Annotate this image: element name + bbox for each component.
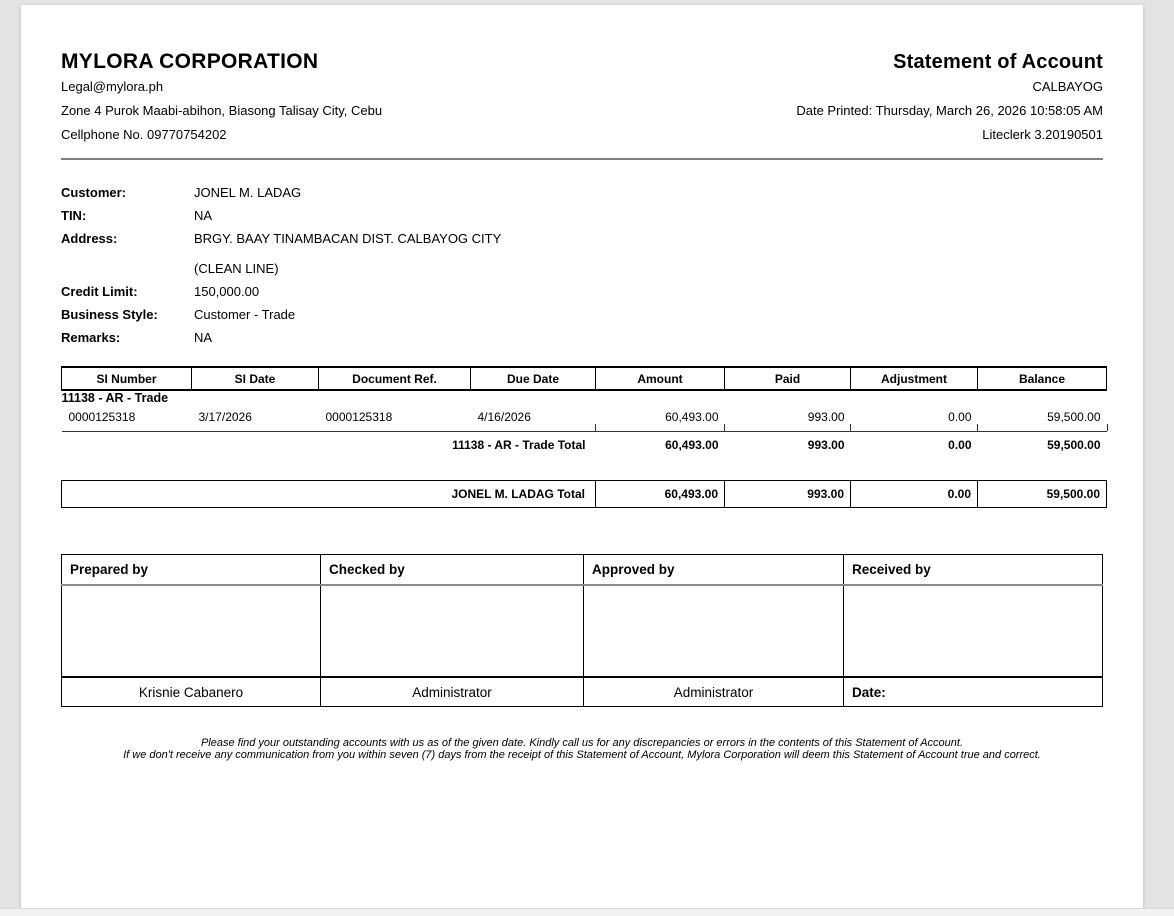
company-name: MYLORA CORPORATION bbox=[61, 50, 319, 73]
page-content: MYLORA CORPORATION Legal@mylora.ph Zone … bbox=[21, 5, 1143, 761]
checked-by-name: Administrator bbox=[320, 676, 584, 707]
address-line2-value: (CLEAN LINE) bbox=[194, 261, 279, 276]
credit-limit-label: Credit Limit: bbox=[61, 284, 138, 299]
group-total-amount: 60,493.00 bbox=[665, 438, 719, 452]
signature-header-row: Prepared by Checked by Approved by Recei… bbox=[61, 554, 1103, 586]
bottom-scroll-track bbox=[0, 908, 1174, 916]
column-header-due-date: Due Date bbox=[470, 366, 596, 391]
report-branch: CALBAYOG bbox=[1032, 79, 1103, 94]
column-header-si-date: SI Date bbox=[191, 366, 319, 391]
column-header-paid: Paid bbox=[724, 366, 851, 391]
company-phone: Cellphone No. 09770754202 bbox=[61, 127, 227, 142]
account-group-label: 11138 - AR - Trade bbox=[61, 391, 169, 405]
customer-row-address-line2: (CLEAN LINE) bbox=[61, 257, 1103, 280]
column-header-adjustment: Adjustment bbox=[850, 366, 978, 391]
statement-table: SI Number SI Date Document Ref. Due Date… bbox=[61, 366, 1108, 508]
customer-total-label: JONEL M. LADAG Total bbox=[61, 480, 596, 508]
remarks-value: NA bbox=[194, 330, 213, 345]
address-line2-label bbox=[61, 257, 194, 280]
customer-row-remarks: Remarks: NA bbox=[61, 326, 1103, 349]
report-title: Statement of Account bbox=[893, 51, 1103, 73]
cell-si-number: 0000125318 bbox=[61, 405, 192, 432]
cell-adjustment: 0.00 bbox=[849, 405, 978, 432]
customer-total-row: JONEL M. LADAG Total 60,493.00 993.00 0.… bbox=[61, 480, 1107, 508]
address-label: Address: bbox=[61, 231, 118, 246]
received-date-label: Date: bbox=[843, 676, 1103, 707]
column-header-document-ref: Document Ref. bbox=[318, 366, 471, 391]
group-total-paid: 993.00 bbox=[807, 438, 845, 452]
cell-si-date: 3/17/2026 bbox=[191, 405, 319, 432]
signature-table: Prepared by Checked by Approved by Recei… bbox=[61, 554, 1103, 707]
group-total-row: 11138 - AR - Trade Total 60,493.00 993.0… bbox=[62, 432, 1107, 459]
footer-note-line1: Please find your outstanding accounts wi… bbox=[200, 737, 964, 749]
document-page: MYLORA CORPORATION Legal@mylora.ph Zone … bbox=[21, 5, 1143, 908]
customer-total-balance: 59,500.00 bbox=[977, 480, 1107, 508]
checked-by-signature-space bbox=[320, 584, 584, 678]
customer-total-adjustment: 0.00 bbox=[850, 480, 978, 508]
tin-label: TIN: bbox=[61, 208, 87, 223]
address-value: BRGY. BAAY TINAMBACAN DIST. CALBAYOG CIT… bbox=[194, 231, 502, 246]
company-email: Legal@mylora.ph bbox=[61, 79, 164, 94]
customer-total-amount: 60,493.00 bbox=[595, 480, 725, 508]
customer-row-credit-limit: Credit Limit: 150,000.00 bbox=[61, 280, 1103, 303]
spacer-row bbox=[62, 458, 1107, 481]
approved-by-signature-space bbox=[583, 584, 844, 678]
group-total-label: 11138 - AR - Trade Total bbox=[452, 438, 586, 452]
customer-info-block: Customer: JONEL M. LADAG TIN: NA Address… bbox=[61, 181, 1103, 349]
remarks-label: Remarks: bbox=[61, 330, 121, 345]
report-date-printed: Date Printed: Thursday, March 26, 2026 1… bbox=[796, 103, 1103, 118]
statement-header-row: SI Number SI Date Document Ref. Due Date… bbox=[61, 366, 1107, 391]
column-header-si-number: SI Number bbox=[61, 366, 192, 391]
customer-row-tin: TIN: NA bbox=[61, 204, 1103, 227]
approved-by-header: Approved by bbox=[583, 554, 844, 586]
customer-row-business-style: Business Style: Customer - Trade bbox=[61, 303, 1103, 326]
cell-due-date: 4/16/2026 bbox=[470, 405, 596, 432]
footer-note: Please find your outstanding accounts wi… bbox=[61, 737, 1103, 761]
prepared-by-signature-space bbox=[61, 584, 321, 678]
group-total-balance: 59,500.00 bbox=[1047, 438, 1101, 452]
report-block: Statement of Account CALBAYOG Date Print… bbox=[796, 49, 1103, 147]
cell-amount: 60,493.00 bbox=[594, 405, 725, 432]
account-group-row: 11138 - AR - Trade bbox=[62, 390, 1107, 405]
business-style-value: Customer - Trade bbox=[194, 307, 296, 322]
company-address: Zone 4 Purok Maabi-abihon, Biasong Talis… bbox=[61, 103, 383, 118]
company-block: MYLORA CORPORATION Legal@mylora.ph Zone … bbox=[61, 49, 382, 147]
cell-document-ref: 0000125318 bbox=[318, 405, 471, 432]
group-total-adjustment: 0.00 bbox=[948, 438, 972, 452]
signature-space-row bbox=[61, 584, 1103, 678]
customer-row-name: Customer: JONEL M. LADAG bbox=[61, 181, 1103, 204]
checked-by-header: Checked by bbox=[320, 554, 584, 586]
header-divider bbox=[61, 158, 1103, 160]
customer-row-address: Address: BRGY. BAAY TINAMBACAN DIST. CAL… bbox=[61, 227, 1103, 250]
received-by-header: Received by bbox=[843, 554, 1103, 586]
prepared-by-name: Krisnie Cabanero bbox=[61, 676, 321, 707]
column-header-amount: Amount bbox=[595, 366, 725, 391]
report-software-version: Liteclerk 3.20190501 bbox=[982, 127, 1103, 142]
credit-limit-value: 150,000.00 bbox=[194, 284, 260, 299]
table-row: 0000125318 3/17/2026 0000125318 4/16/202… bbox=[61, 405, 1108, 432]
customer-total-paid: 993.00 bbox=[724, 480, 851, 508]
column-header-balance: Balance bbox=[977, 366, 1107, 391]
footer-note-line2: If we don't receive any communication fr… bbox=[123, 749, 1041, 761]
signature-names-row: Krisnie Cabanero Administrator Administr… bbox=[61, 676, 1103, 707]
approved-by-name: Administrator bbox=[583, 676, 844, 707]
business-style-label: Business Style: bbox=[61, 307, 158, 322]
cell-paid: 993.00 bbox=[723, 405, 851, 432]
customer-value: JONEL M. LADAG bbox=[194, 185, 302, 200]
tin-value: NA bbox=[194, 208, 213, 223]
document-header: MYLORA CORPORATION Legal@mylora.ph Zone … bbox=[61, 49, 1103, 147]
prepared-by-header: Prepared by bbox=[61, 554, 321, 586]
customer-label: Customer: bbox=[61, 185, 127, 200]
received-by-signature-space bbox=[843, 584, 1103, 678]
cell-balance: 59,500.00 bbox=[976, 405, 1108, 432]
